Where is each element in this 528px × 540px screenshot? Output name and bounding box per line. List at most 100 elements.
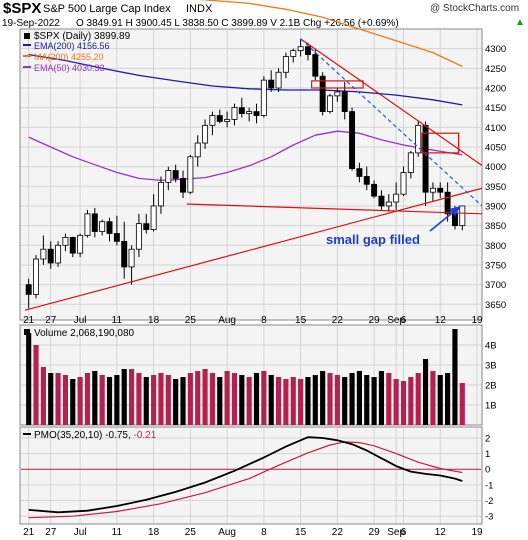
candle-body bbox=[268, 79, 275, 89]
candle-body bbox=[180, 178, 186, 193]
x-tick-label: Sep bbox=[387, 527, 405, 538]
candle-body bbox=[246, 111, 253, 114]
volume-bar bbox=[209, 373, 215, 425]
volume-bar bbox=[70, 379, 76, 425]
candle-body bbox=[194, 142, 201, 158]
ma200-line bbox=[198, 0, 463, 67]
header-date: 19-Sep-2022 bbox=[2, 18, 60, 29]
candle-body bbox=[282, 56, 289, 73]
candle-body bbox=[157, 181, 164, 207]
x-tick-label: 29 bbox=[369, 315, 381, 326]
volume-bar bbox=[356, 371, 362, 425]
x-tick-label: 15 bbox=[295, 315, 307, 326]
volume-bar bbox=[253, 373, 260, 425]
candle-layer bbox=[25, 38, 466, 425]
candle-body bbox=[385, 201, 392, 207]
candle-body bbox=[363, 176, 370, 185]
candle-body bbox=[238, 107, 245, 114]
volume-bar bbox=[246, 377, 252, 425]
candle-body bbox=[172, 170, 179, 179]
volume-bar bbox=[165, 375, 171, 425]
y-tick-label: 3B bbox=[485, 361, 497, 372]
volume-bar bbox=[393, 379, 399, 425]
volume-bar bbox=[334, 375, 340, 425]
trendline-red bbox=[186, 203, 483, 215]
volume-bar bbox=[99, 375, 105, 425]
volume-bar bbox=[114, 375, 120, 425]
volume-legend-swatch bbox=[24, 329, 30, 335]
volume-bar bbox=[217, 377, 223, 425]
y-tick-label: 2 bbox=[485, 433, 490, 444]
candle-body bbox=[253, 111, 260, 116]
y-tick-label: 4150 bbox=[485, 103, 506, 114]
x-tick-label: 15 bbox=[295, 527, 307, 538]
candle-body bbox=[113, 233, 120, 242]
candle-body bbox=[187, 156, 194, 193]
price-legend: $SPX (Daily) 3899.89 EMA(200) 4156.56 MA… bbox=[23, 31, 131, 73]
volume-bar bbox=[430, 371, 436, 425]
x-tick-label: 27 bbox=[45, 527, 57, 538]
candle-body bbox=[91, 213, 98, 232]
x-tick-label: 8 bbox=[261, 315, 267, 326]
candle-body bbox=[312, 54, 319, 77]
x-tick-label: Jul bbox=[74, 527, 87, 538]
candle-body bbox=[437, 187, 444, 193]
volume-bar bbox=[400, 381, 407, 425]
annotation-arrow-icon bbox=[429, 206, 461, 232]
volume-bar bbox=[415, 373, 421, 425]
volume-bar bbox=[268, 375, 274, 425]
volume-bar bbox=[26, 333, 32, 425]
candle-body bbox=[415, 124, 422, 154]
x-tick-label: 11 bbox=[112, 315, 123, 326]
candle-body bbox=[33, 258, 39, 295]
x-tick-label: 6 bbox=[401, 527, 407, 538]
volume-bar bbox=[239, 375, 245, 425]
volume-bar bbox=[408, 377, 414, 425]
volume-bar bbox=[187, 373, 193, 425]
candle-body bbox=[121, 240, 128, 268]
volume-bar bbox=[55, 373, 61, 425]
x-tick-label: 22 bbox=[332, 315, 344, 326]
legend-ema50: EMA(50) 4030.33 bbox=[34, 63, 105, 73]
volume-bar bbox=[92, 371, 98, 425]
y-tick-label: 4200 bbox=[485, 83, 506, 94]
volume-label: Volume 2,068,190,080 bbox=[34, 328, 135, 339]
volume-bar bbox=[386, 373, 392, 425]
candle-body bbox=[459, 205, 466, 227]
volume-bar bbox=[224, 371, 230, 425]
x-tick-label: 19 bbox=[471, 315, 483, 326]
y-tick-label: 1B bbox=[485, 401, 497, 412]
pmo-line bbox=[28, 436, 463, 514]
candle-body bbox=[40, 248, 47, 260]
candle-body bbox=[290, 50, 297, 57]
volume-bar bbox=[371, 377, 377, 425]
y-tick-label: 4250 bbox=[485, 64, 506, 75]
volume-bar bbox=[320, 371, 326, 425]
overlay-layer bbox=[24, 38, 483, 311]
x-tick-label: 12 bbox=[435, 527, 447, 538]
candle-body bbox=[356, 168, 363, 177]
y-tick-label: 0 bbox=[485, 465, 490, 476]
pmo-label: PMO(35,20,10) -0.75, -0.21 bbox=[34, 430, 157, 441]
y-tick-label: 4B bbox=[485, 341, 497, 352]
trendline-dashed-blue bbox=[300, 38, 483, 207]
up-arrow-icon: ▲ bbox=[515, 17, 525, 28]
volume-bar bbox=[305, 377, 311, 425]
y-tick-label: 2B bbox=[485, 381, 497, 392]
legend-swatch-price bbox=[24, 33, 30, 39]
y-tick-label: 1 bbox=[485, 449, 490, 460]
candle-body bbox=[304, 46, 311, 55]
candle-body bbox=[216, 115, 223, 122]
pmo-signal-value: -0.21 bbox=[134, 430, 157, 441]
candle-body bbox=[84, 213, 91, 236]
volume-bar bbox=[327, 373, 333, 425]
candle-body bbox=[106, 221, 113, 234]
candle-body bbox=[260, 79, 267, 116]
candle-body bbox=[275, 71, 282, 89]
candle-body bbox=[393, 193, 400, 203]
volume-bar bbox=[143, 377, 149, 425]
x-tick-label: 8 bbox=[261, 527, 267, 538]
header-symbol: $SPX bbox=[3, 0, 42, 17]
candle-body bbox=[99, 221, 106, 232]
